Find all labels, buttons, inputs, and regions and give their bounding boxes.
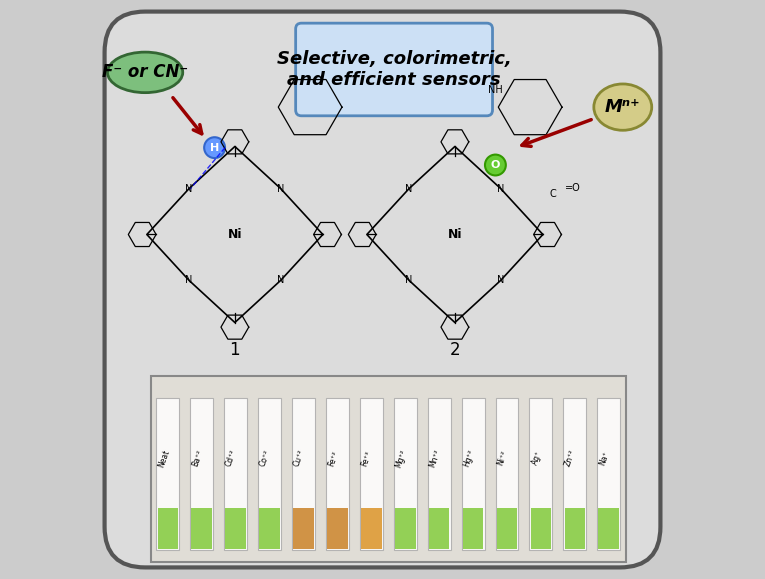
Text: Co⁺²: Co⁺² bbox=[259, 449, 272, 468]
Text: N: N bbox=[185, 184, 193, 193]
Bar bbox=[429, 508, 450, 549]
Text: O: O bbox=[490, 160, 500, 170]
Bar bbox=[326, 398, 349, 550]
FancyBboxPatch shape bbox=[151, 376, 626, 562]
Text: Mg⁺²: Mg⁺² bbox=[393, 448, 409, 468]
Text: N: N bbox=[405, 276, 412, 285]
Text: F⁻ or CN⁻: F⁻ or CN⁻ bbox=[102, 63, 188, 82]
Bar bbox=[597, 398, 620, 550]
Bar bbox=[259, 508, 280, 549]
Circle shape bbox=[485, 155, 506, 175]
Text: Cu⁺²: Cu⁺² bbox=[292, 449, 307, 468]
Bar bbox=[461, 398, 484, 550]
Bar bbox=[531, 508, 552, 549]
Bar bbox=[496, 508, 517, 549]
Bar bbox=[360, 398, 382, 550]
Bar bbox=[563, 398, 586, 550]
Text: Zn⁺²: Zn⁺² bbox=[563, 449, 578, 468]
Text: 2: 2 bbox=[450, 341, 461, 360]
Text: Na⁺: Na⁺ bbox=[597, 450, 611, 467]
Bar bbox=[191, 508, 212, 549]
Text: Hg⁺²: Hg⁺² bbox=[461, 448, 476, 468]
Bar bbox=[226, 508, 246, 549]
Text: Fe⁺²: Fe⁺² bbox=[326, 449, 340, 467]
Text: 1: 1 bbox=[230, 341, 240, 360]
Bar bbox=[327, 508, 348, 549]
Text: N: N bbox=[497, 276, 504, 285]
Text: N: N bbox=[277, 184, 285, 193]
Bar bbox=[292, 398, 315, 550]
Text: Neat: Neat bbox=[156, 448, 171, 468]
Bar bbox=[529, 398, 552, 550]
Bar bbox=[361, 508, 382, 549]
Text: Selective, colorimetric,
and efficient sensors: Selective, colorimetric, and efficient s… bbox=[277, 50, 512, 89]
Text: Ni: Ni bbox=[448, 228, 462, 241]
Text: Mn⁺²: Mn⁺² bbox=[428, 448, 442, 468]
Text: Mⁿ⁺: Mⁿ⁺ bbox=[605, 98, 640, 116]
Bar bbox=[158, 508, 178, 549]
Bar bbox=[463, 508, 483, 549]
Bar bbox=[156, 398, 179, 550]
Bar bbox=[598, 508, 619, 549]
Bar bbox=[258, 398, 281, 550]
Circle shape bbox=[204, 137, 225, 158]
Text: N: N bbox=[497, 184, 504, 193]
Text: N: N bbox=[405, 184, 412, 193]
Bar bbox=[496, 398, 519, 550]
Bar bbox=[565, 508, 585, 549]
Text: NH: NH bbox=[488, 85, 503, 95]
Bar bbox=[394, 398, 417, 550]
Ellipse shape bbox=[594, 84, 652, 130]
Text: N: N bbox=[185, 276, 193, 285]
Bar bbox=[224, 398, 247, 550]
Text: =O: =O bbox=[565, 183, 581, 193]
Text: Ba⁺²: Ba⁺² bbox=[190, 449, 205, 468]
Bar bbox=[190, 398, 213, 550]
Text: N: N bbox=[277, 276, 285, 285]
FancyBboxPatch shape bbox=[105, 12, 660, 567]
Text: Ag⁺: Ag⁺ bbox=[530, 450, 543, 467]
Bar bbox=[293, 508, 314, 549]
Text: Ni⁺²: Ni⁺² bbox=[496, 449, 509, 467]
FancyBboxPatch shape bbox=[295, 23, 493, 116]
Text: Fe⁺³: Fe⁺³ bbox=[360, 449, 374, 467]
Text: H: H bbox=[210, 142, 220, 153]
Bar bbox=[428, 398, 451, 550]
Text: Ni: Ni bbox=[228, 228, 242, 241]
Ellipse shape bbox=[107, 52, 183, 93]
Bar bbox=[395, 508, 415, 549]
Text: Cd⁺²: Cd⁺² bbox=[224, 449, 239, 468]
Text: C: C bbox=[550, 189, 557, 199]
